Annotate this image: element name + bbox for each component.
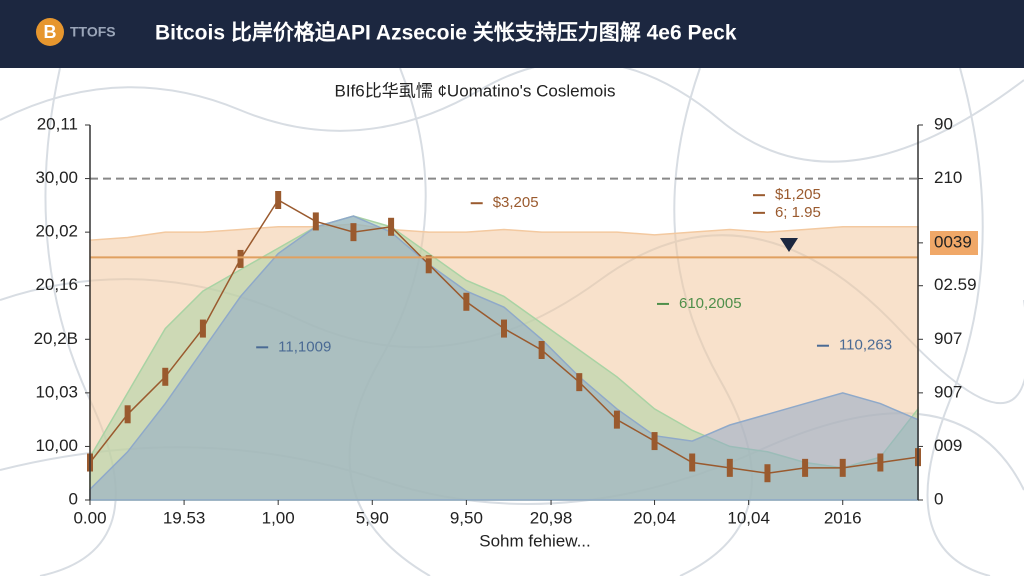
header-bar	[0, 0, 1024, 68]
x-tick-label: 20,04	[633, 508, 676, 527]
y2-tick-label: 0	[934, 489, 943, 508]
y2-tick-label: 02.59	[934, 275, 977, 294]
y2-tick-label: 90	[934, 114, 953, 133]
tick-highlight	[930, 231, 978, 255]
x-tick-label: 5,90	[356, 508, 389, 527]
x-tick-label: 1,00	[262, 508, 295, 527]
x-tick-label: 20,98	[530, 508, 573, 527]
annotation: 610,2005	[679, 295, 742, 312]
y-tick-label: 20,16	[35, 275, 78, 294]
logo-text: TTOFS	[70, 24, 116, 40]
logo-glyph: B	[44, 22, 57, 42]
y-tick-label: 30,00	[35, 168, 78, 187]
candle	[237, 249, 244, 268]
y2-tick-label: 907	[934, 382, 962, 401]
annotation: 11,1009	[278, 338, 331, 355]
candle	[651, 432, 658, 451]
candle	[162, 367, 169, 386]
x-axis-label: Sohm fehiew...	[479, 531, 591, 550]
candle	[877, 453, 884, 472]
y2-tick-label: 210	[934, 168, 962, 187]
candle	[312, 212, 319, 231]
candle	[764, 464, 771, 483]
y-tick-label: 20,2B	[34, 329, 78, 348]
y-tick-label: 20,02	[35, 222, 78, 241]
candle	[350, 223, 357, 242]
marker-triangle	[780, 238, 798, 252]
plot: 0 10,00 10,03 20,2B 20,16 20,02 30,00 20,11 0 009…	[34, 114, 977, 527]
annotation: $1,205	[775, 186, 821, 203]
x-tick-label: 9,50	[450, 508, 483, 527]
chart-title: BIf6比华虱懦 ¢Uomatino's Coslemois	[335, 81, 616, 100]
candle	[689, 453, 696, 472]
y-tick-label: 10,00	[35, 436, 78, 455]
annotation: 110,263	[839, 337, 892, 354]
x-tick-label: 0.00	[73, 508, 106, 527]
y2-tick-label: 009	[934, 436, 962, 455]
candle	[275, 191, 282, 209]
annotation: 6; 1.95	[775, 204, 821, 221]
y-tick-label: 20,11	[37, 114, 78, 133]
x-tick-label: 10,04	[727, 508, 770, 527]
candle	[388, 217, 395, 236]
y-tick-label: 0	[69, 489, 78, 508]
logo-icon	[36, 18, 64, 46]
candle	[839, 458, 846, 477]
candle	[124, 405, 131, 424]
y2-tick-label: 0039	[934, 232, 972, 251]
y-tick-label: 10,03	[35, 382, 78, 401]
candle	[199, 319, 206, 338]
x-tick-label: 2016	[824, 508, 862, 527]
candle	[538, 341, 545, 359]
candle	[613, 410, 620, 429]
candle	[501, 319, 507, 338]
y2-tick-label: 907	[934, 329, 962, 348]
candle	[463, 292, 470, 311]
x-tick-label: 19.53	[163, 508, 206, 527]
candle	[425, 255, 432, 274]
candle	[802, 458, 809, 477]
candle	[576, 373, 583, 392]
area	[89, 215, 919, 501]
annotation: $3,205	[493, 194, 539, 211]
candle	[726, 458, 733, 477]
header-title: Bitcois 比岸价格迫API Azsecoie 关怅支持压力图解 4e6 P…	[155, 21, 737, 45]
